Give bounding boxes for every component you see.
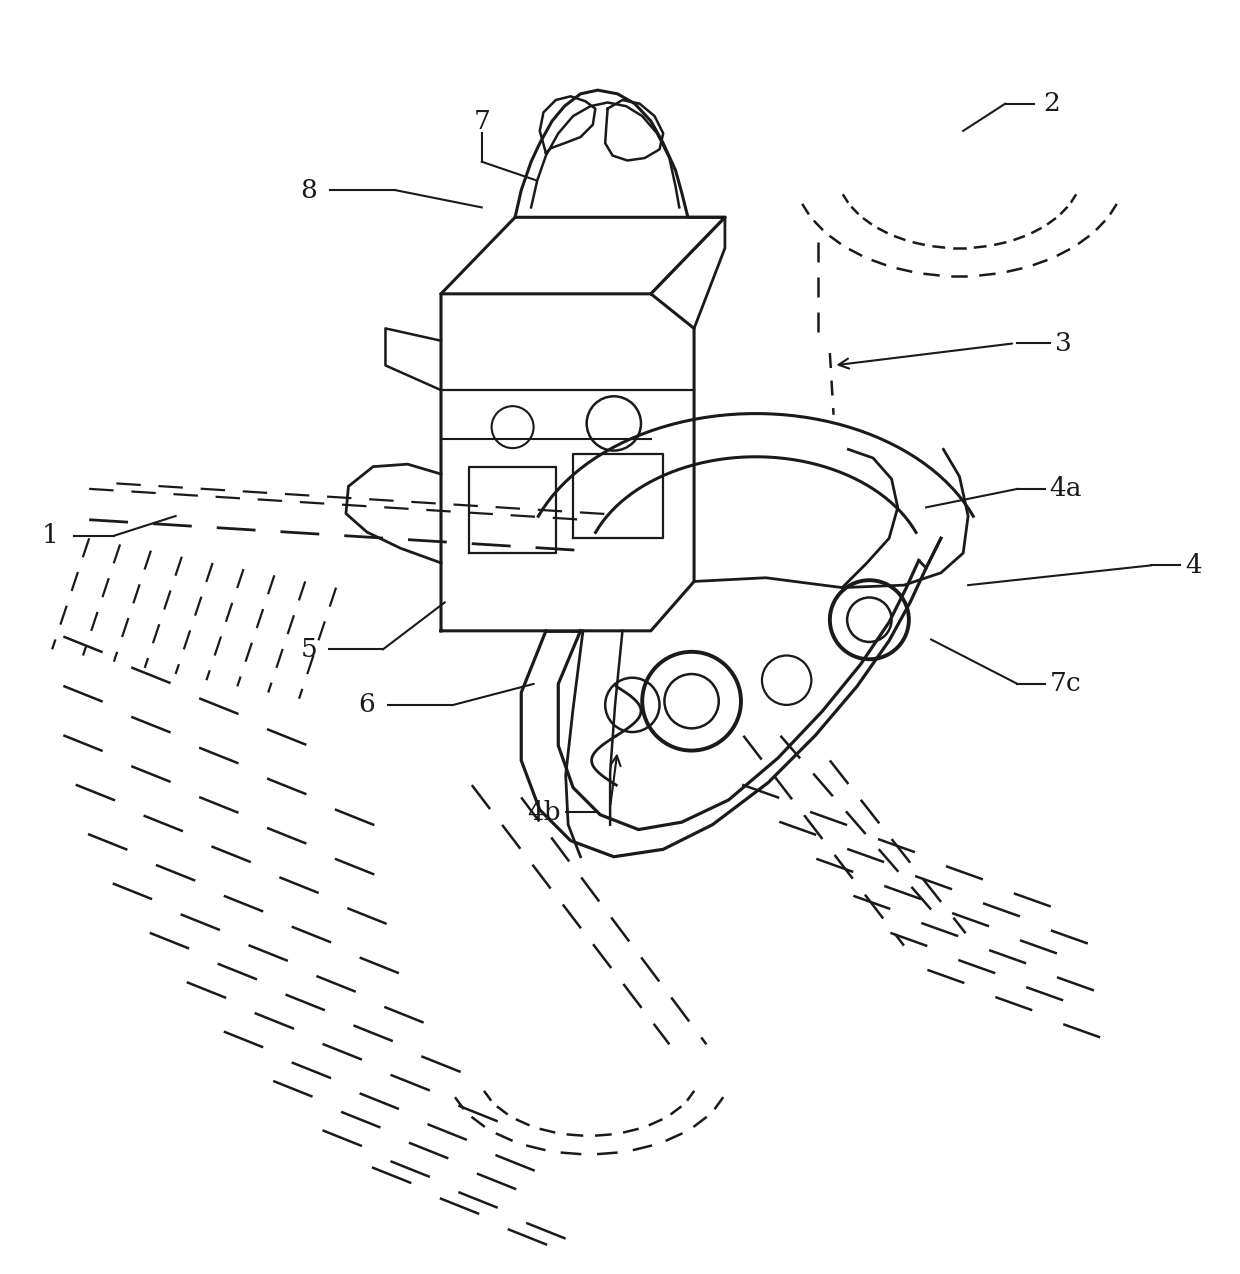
Text: 1: 1 bbox=[41, 524, 58, 548]
Text: 4a: 4a bbox=[1049, 476, 1083, 502]
Text: 4: 4 bbox=[1185, 553, 1202, 578]
Text: 6: 6 bbox=[358, 692, 376, 717]
Text: 8: 8 bbox=[300, 177, 317, 203]
Text: 2: 2 bbox=[1044, 92, 1060, 116]
Text: 5: 5 bbox=[300, 637, 317, 662]
Text: 7: 7 bbox=[474, 108, 490, 134]
Text: 3: 3 bbox=[1054, 331, 1071, 355]
Text: 7c: 7c bbox=[1049, 671, 1081, 697]
Text: 4b: 4b bbox=[527, 800, 560, 824]
